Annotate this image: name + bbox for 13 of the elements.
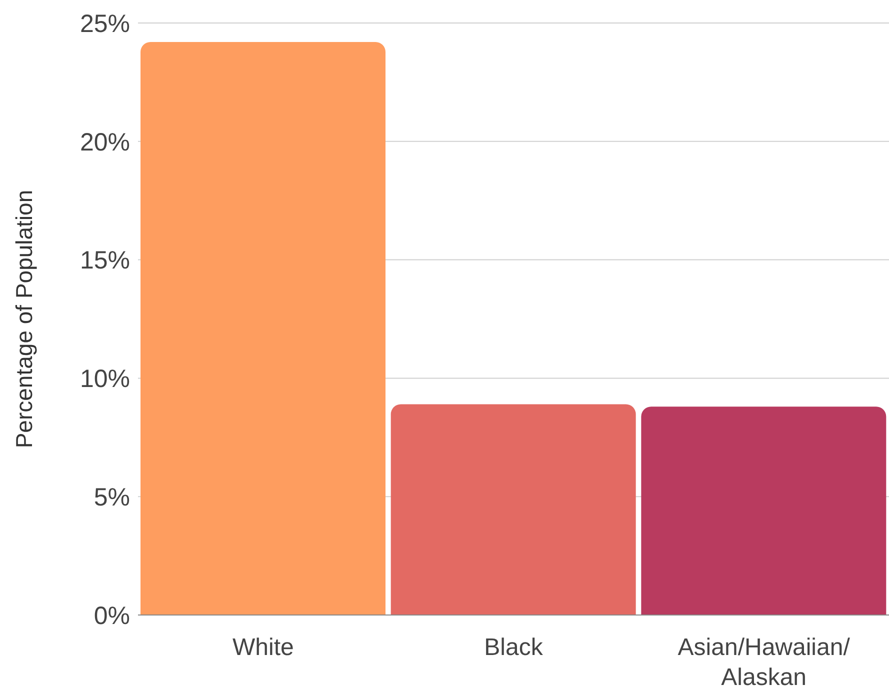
bar <box>140 42 386 615</box>
y-tick-label: 15% <box>80 246 130 275</box>
y-axis-title: Percentage of Population <box>11 190 38 448</box>
bar <box>641 406 886 615</box>
y-tick-label: 25% <box>80 10 130 38</box>
x-tick-label: White <box>232 634 294 661</box>
y-tick-label: 10% <box>80 365 130 394</box>
bar <box>390 404 636 615</box>
y-tick-label: 0% <box>94 602 130 630</box>
y-tick-label: 5% <box>94 483 130 512</box>
x-tick-label: Asian/Hawaiian/Alaskan <box>678 634 850 691</box>
y-tick-label: 20% <box>80 128 130 156</box>
x-tick-label: Black <box>484 634 544 661</box>
